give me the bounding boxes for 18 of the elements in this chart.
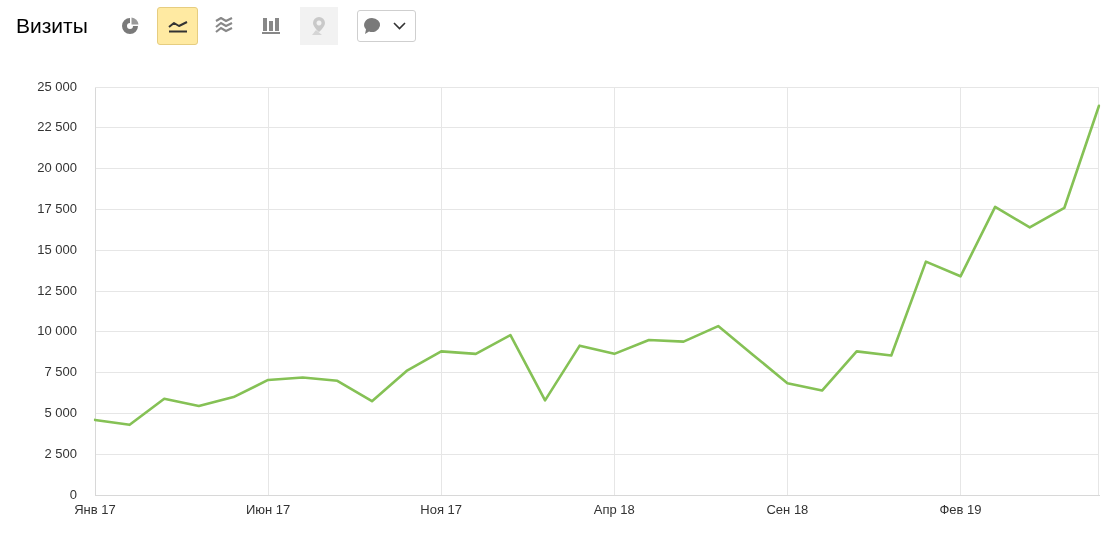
x-tick-label: Апр 18	[593, 502, 635, 518]
y-tick-label: 20 000	[37, 160, 77, 176]
y-tick-label: 15 000	[37, 241, 77, 257]
y-tick-label: 5 000	[44, 404, 77, 420]
x-tick-label: Фев 19	[939, 502, 982, 518]
y-tick-label: 7 500	[44, 364, 77, 380]
x-tick-label: Сен 18	[766, 502, 809, 518]
y-tick-label: 2 500	[44, 445, 77, 461]
y-tick-label: 17 500	[37, 200, 77, 216]
x-tick-label: Июн 17	[245, 502, 291, 518]
y-tick-label: 22 500	[37, 119, 77, 135]
y-tick-label: 0	[69, 486, 77, 502]
x-tick-label: Янв 17	[74, 502, 116, 518]
y-tick-label: 25 000	[37, 78, 77, 94]
y-tick-label: 10 000	[37, 323, 77, 339]
chart-title: Визиты	[16, 13, 88, 39]
x-tick-label: Ноя 17	[420, 502, 463, 518]
y-tick-label: 12 500	[37, 282, 77, 298]
